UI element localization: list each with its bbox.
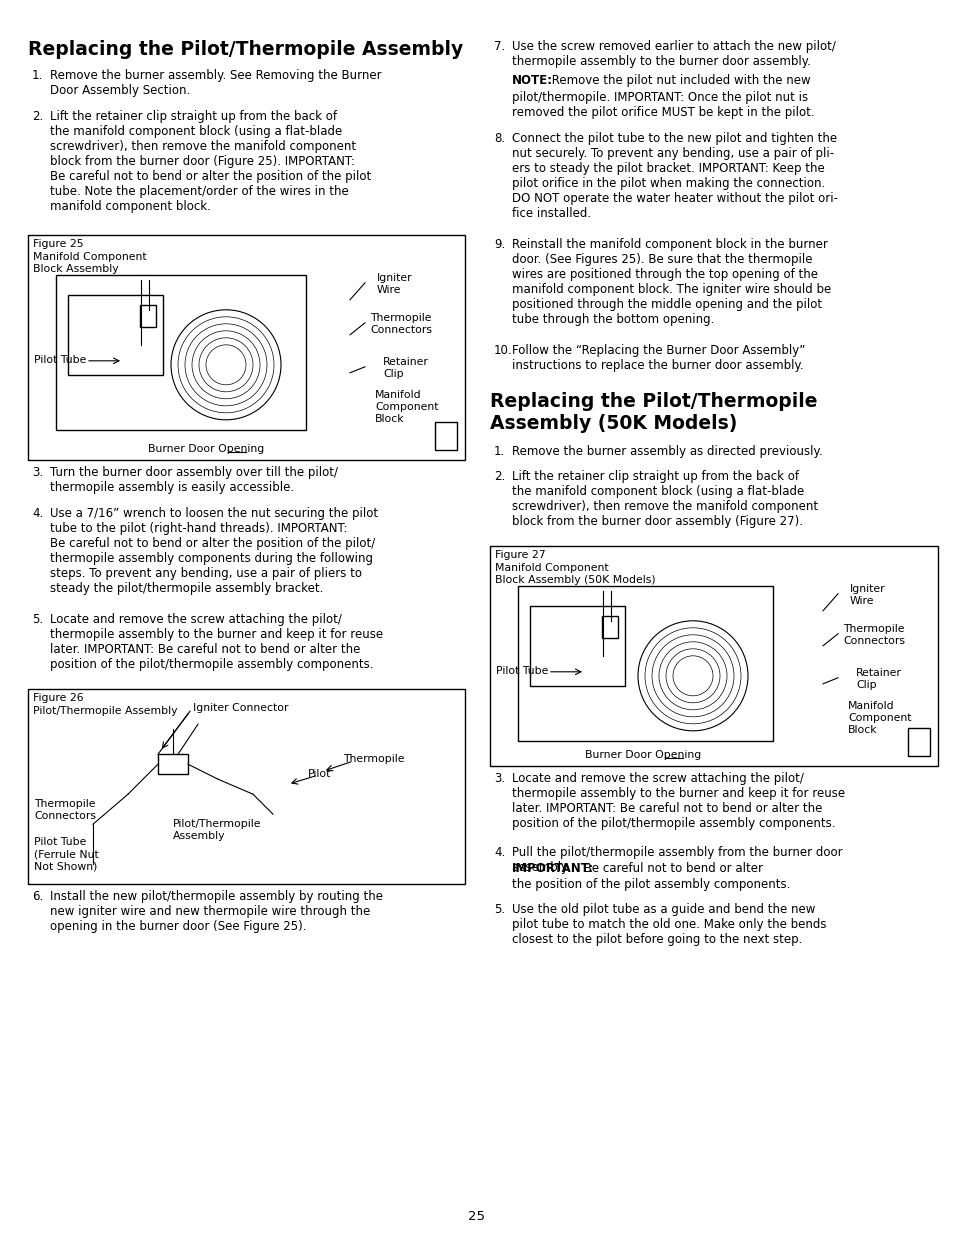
Text: 6.: 6. bbox=[32, 890, 43, 903]
Text: Igniter
Wire: Igniter Wire bbox=[376, 273, 413, 295]
Text: Lift the retainer clip straight up from the back of
the manifold component block: Lift the retainer clip straight up from … bbox=[50, 110, 371, 214]
Text: Pilot/Thermopile
Assembly: Pilot/Thermopile Assembly bbox=[172, 819, 261, 841]
Bar bbox=[435, 422, 456, 450]
Text: 5.: 5. bbox=[32, 614, 43, 626]
Text: 2.: 2. bbox=[32, 110, 43, 124]
Text: 2.: 2. bbox=[494, 471, 505, 483]
Text: Install the new pilot/thermopile assembly by routing the
new igniter wire and ne: Install the new pilot/thermopile assembl… bbox=[50, 890, 382, 934]
Text: 25: 25 bbox=[468, 1210, 485, 1223]
Text: 10.: 10. bbox=[494, 345, 512, 357]
Bar bbox=[28, 235, 464, 459]
Text: the position of the pilot assembly components.: the position of the pilot assembly compo… bbox=[512, 878, 789, 890]
Text: 9.: 9. bbox=[494, 238, 505, 251]
Text: Lift the retainer clip straight up from the back of
the manifold component block: Lift the retainer clip straight up from … bbox=[512, 471, 818, 529]
Text: Reinstall the manifold component block in the burner
door. (See Figures 25). Be : Reinstall the manifold component block i… bbox=[512, 238, 830, 326]
Text: Retainer
Clip: Retainer Clip bbox=[382, 357, 429, 379]
Bar bbox=[56, 275, 306, 430]
Text: Assembly (50K Models): Assembly (50K Models) bbox=[490, 414, 737, 432]
Text: Manifold
Component
Block: Manifold Component Block bbox=[847, 700, 910, 735]
Text: Follow the “Replacing the Burner Door Assembly”
instructions to replace the burn: Follow the “Replacing the Burner Door As… bbox=[512, 345, 804, 373]
Text: Connect the pilot tube to the new pilot and tighten the
nut securely. To prevent: Connect the pilot tube to the new pilot … bbox=[512, 132, 837, 220]
Bar bbox=[517, 585, 772, 741]
Text: 8.: 8. bbox=[494, 132, 504, 144]
Text: 4.: 4. bbox=[32, 508, 43, 520]
Text: Figure 26
Pilot/Thermopile Assembly: Figure 26 Pilot/Thermopile Assembly bbox=[33, 693, 177, 716]
Text: Pilot Tube: Pilot Tube bbox=[496, 666, 548, 676]
Text: Igniter
Wire: Igniter Wire bbox=[849, 584, 884, 606]
Text: Pilot Tube
(Ferrule Nut
Not Shown): Pilot Tube (Ferrule Nut Not Shown) bbox=[34, 837, 99, 871]
Text: Burner Door Opening: Burner Door Opening bbox=[148, 443, 264, 453]
Text: Thermopile: Thermopile bbox=[343, 755, 404, 764]
Text: 5.: 5. bbox=[494, 903, 504, 916]
Text: Pilot Tube: Pilot Tube bbox=[34, 354, 87, 364]
Text: Figure 25
Manifold Component
Block Assembly: Figure 25 Manifold Component Block Assem… bbox=[33, 238, 147, 274]
Bar bbox=[158, 755, 188, 774]
Text: 1.: 1. bbox=[32, 69, 43, 82]
Text: Manifold
Component
Block: Manifold Component Block bbox=[375, 390, 438, 424]
Text: Locate and remove the screw attaching the pilot/
thermopile assembly to the burn: Locate and remove the screw attaching th… bbox=[50, 614, 383, 672]
Text: Thermopile
Connectors: Thermopile Connectors bbox=[34, 799, 96, 821]
Text: Be careful not to bend or alter: Be careful not to bend or alter bbox=[579, 862, 762, 874]
Text: 3.: 3. bbox=[494, 772, 504, 784]
Text: Use the old pilot tube as a guide and bend the new
pilot tube to match the old o: Use the old pilot tube as a guide and be… bbox=[512, 903, 825, 946]
Text: Use a 7/16” wrench to loosen the nut securing the pilot
tube to the pilot (right: Use a 7/16” wrench to loosen the nut sec… bbox=[50, 508, 377, 595]
Text: Retainer
Clip: Retainer Clip bbox=[855, 668, 901, 690]
Bar bbox=[68, 295, 163, 374]
Bar bbox=[490, 546, 937, 766]
Text: NOTE:: NOTE: bbox=[512, 74, 553, 88]
Text: Remove the pilot nut included with the new: Remove the pilot nut included with the n… bbox=[547, 74, 810, 88]
Bar bbox=[530, 606, 624, 685]
Text: Igniter Connector: Igniter Connector bbox=[193, 703, 288, 713]
Text: Thermopile
Connectors: Thermopile Connectors bbox=[370, 312, 432, 335]
Bar bbox=[140, 305, 156, 327]
Text: 4.: 4. bbox=[494, 846, 505, 858]
Text: 3.: 3. bbox=[32, 466, 43, 479]
Text: Thermopile
Connectors: Thermopile Connectors bbox=[842, 624, 904, 646]
Text: Pilot: Pilot bbox=[308, 769, 331, 779]
Text: 1.: 1. bbox=[494, 445, 505, 458]
Text: pilot/thermopile. IMPORTANT: Once the pilot nut is
removed the pilot orifice MUS: pilot/thermopile. IMPORTANT: Once the pi… bbox=[512, 90, 814, 119]
Text: Turn the burner door assembly over till the pilot/
thermopile assembly is easily: Turn the burner door assembly over till … bbox=[50, 466, 337, 494]
Text: Remove the burner assembly. See Removing the Burner
Door Assembly Section.: Remove the burner assembly. See Removing… bbox=[50, 69, 381, 98]
Text: IMPORTANT:: IMPORTANT: bbox=[512, 862, 594, 874]
Text: Replacing the Pilot/Thermopile: Replacing the Pilot/Thermopile bbox=[490, 391, 817, 411]
Bar bbox=[907, 727, 929, 756]
Text: Figure 27
Manifold Component
Block Assembly (50K Models): Figure 27 Manifold Component Block Assem… bbox=[495, 550, 655, 585]
Text: Replacing the Pilot/Thermopile Assembly: Replacing the Pilot/Thermopile Assembly bbox=[28, 40, 463, 59]
Bar bbox=[601, 616, 618, 637]
Text: Locate and remove the screw attaching the pilot/
thermopile assembly to the burn: Locate and remove the screw attaching th… bbox=[512, 772, 844, 830]
Text: Burner Door Opening: Burner Door Opening bbox=[584, 750, 700, 760]
Text: Remove the burner assembly as directed previously.: Remove the burner assembly as directed p… bbox=[512, 445, 821, 458]
Text: Pull the pilot/thermopile assembly from the burner door
assembly.: Pull the pilot/thermopile assembly from … bbox=[512, 846, 841, 873]
Bar bbox=[28, 689, 464, 884]
Text: 7.: 7. bbox=[494, 40, 505, 53]
Text: Use the screw removed earlier to attach the new pilot/
thermopile assembly to th: Use the screw removed earlier to attach … bbox=[512, 40, 835, 68]
